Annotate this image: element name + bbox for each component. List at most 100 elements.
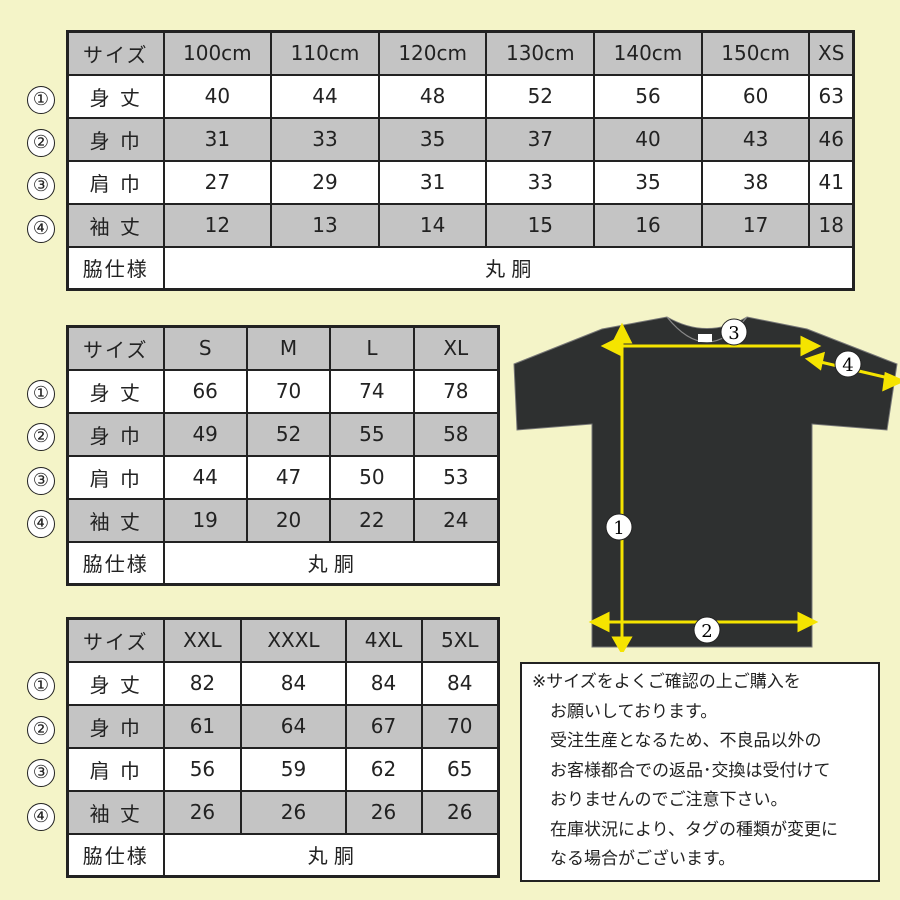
table-row: 身 丈 40 44 48 52 56 60 63: [66, 73, 855, 119]
cell-value: 53: [412, 454, 500, 500]
cell-value: 35: [593, 159, 703, 205]
row-marker: ②: [27, 423, 55, 451]
size-header: XS: [808, 30, 855, 76]
side-row: 脇仕様丸 胴: [66, 540, 500, 586]
tshirt-diagram: 1 2 3 4: [513, 316, 900, 652]
row-label: 肩 巾: [66, 746, 165, 792]
cell-value: 47: [245, 454, 332, 500]
cell-value: 66: [162, 368, 248, 414]
header-row: サイズ XXL XXXL 4XL 5XL: [66, 617, 500, 663]
cell-value: 48: [377, 73, 488, 119]
table-row: 肩 巾 56 59 62 65: [66, 746, 500, 792]
cell-value: 31: [377, 159, 488, 205]
size-header: S: [162, 325, 248, 371]
cell-value: 63: [808, 73, 855, 119]
row-label: 身 巾: [66, 703, 165, 749]
header-label: サイズ: [66, 617, 165, 663]
marker-4: 4: [842, 355, 853, 376]
cell-value: 26: [240, 789, 347, 835]
cell-value: 44: [270, 73, 380, 119]
cell-value: 84: [420, 660, 500, 706]
cell-value: 46: [808, 116, 855, 162]
table-row: 袖 丈 26 26 26 26: [66, 789, 500, 835]
cell-value: 49: [162, 411, 248, 457]
table-row: 袖 丈 12 13 14 15 16 17 18: [66, 202, 855, 248]
row-marker: ②: [27, 716, 55, 744]
cell-value: 58: [412, 411, 500, 457]
header-row: サイズ S M L XL: [66, 325, 500, 371]
notice-line: ※サイズをよくご確認の上ご購入を: [532, 672, 801, 692]
header-label: サイズ: [66, 30, 165, 76]
cell-value: 64: [240, 703, 347, 749]
cell-value: 19: [162, 497, 248, 543]
notice-line: お願いしております。: [550, 701, 718, 722]
size-header: 100cm: [162, 30, 273, 76]
side-row: 脇仕様丸 胴: [66, 245, 855, 291]
cell-value: 31: [162, 116, 273, 162]
cell-value: 59: [240, 746, 347, 792]
size-header: XXL: [162, 617, 243, 663]
cell-value: 44: [162, 454, 248, 500]
marker-2: 2: [701, 621, 712, 642]
row-label: 身 丈: [66, 368, 165, 414]
row-label: 身 丈: [66, 73, 165, 119]
row-label: 身 巾: [66, 116, 165, 162]
side-label: 脇仕様: [66, 832, 165, 878]
side-label: 脇仕様: [66, 540, 165, 586]
row-marker: ④: [27, 803, 55, 831]
cell-value: 55: [329, 411, 415, 457]
size-header: L: [329, 325, 415, 371]
row-marker: ③: [27, 467, 55, 495]
side-label: 脇仕様: [66, 245, 165, 291]
row-label: 袖 丈: [66, 497, 165, 543]
size-header: 130cm: [485, 30, 596, 76]
table-row: 肩 巾 27 29 31 33 35 38 41: [66, 159, 855, 205]
cell-value: 70: [245, 368, 332, 414]
row-label: 袖 丈: [66, 789, 165, 835]
cell-value: 84: [344, 660, 423, 706]
cell-value: 33: [485, 159, 596, 205]
cell-value: 52: [485, 73, 596, 119]
cell-value: 29: [270, 159, 380, 205]
cell-value: 82: [162, 660, 243, 706]
cell-value: 78: [412, 368, 500, 414]
cell-value: 17: [700, 202, 811, 248]
cell-value: 67: [344, 703, 423, 749]
size-table-kids: サイズ 100cm 110cm 120cm 130cm 140cm 150cm XS 身 丈 40…: [66, 30, 855, 291]
table-row: 身 丈 66 70 74 78: [66, 368, 500, 414]
cell-value: 20: [245, 497, 332, 543]
row-marker: ③: [27, 759, 55, 787]
cell-value: 13: [270, 202, 380, 248]
cell-value: 12: [162, 202, 273, 248]
table-row: 袖 丈 19 20 22 24: [66, 497, 500, 543]
cell-value: 70: [420, 703, 500, 749]
cell-value: 18: [808, 202, 855, 248]
cell-value: 15: [485, 202, 596, 248]
size-table-standard: サイズ S M L XL 身 丈 66 70 74 78 身 巾 49 52 55 58 肩 巾 44 47 50 5…: [66, 325, 500, 586]
cell-value: 16: [593, 202, 703, 248]
cell-value: 35: [377, 116, 488, 162]
cell-value: 60: [700, 73, 811, 119]
cell-value: 14: [377, 202, 488, 248]
size-table-large: サイズ XXL XXXL 4XL 5XL 身 丈 82 84 84 84 身 巾 61 64 67 70 肩 …: [66, 617, 500, 878]
notice-line: 受注生産となるため、不良品以外の: [550, 731, 822, 751]
table-row: 身 巾 49 52 55 58: [66, 411, 500, 457]
size-header: XL: [412, 325, 500, 371]
row-marker: ①: [27, 672, 55, 700]
row-label: 袖 丈: [66, 202, 165, 248]
cell-value: 40: [162, 73, 273, 119]
cell-value: 26: [162, 789, 243, 835]
tag-icon: [698, 334, 712, 342]
cell-value: 40: [593, 116, 703, 162]
size-header: 110cm: [270, 30, 380, 76]
cell-value: 24: [412, 497, 500, 543]
notice-line: 在庫状況により、タグの種類が変更に: [550, 819, 838, 840]
size-header: 5XL: [420, 617, 500, 663]
table-row: 身 丈 82 84 84 84: [66, 660, 500, 706]
row-marker: ④: [27, 215, 55, 243]
size-header: XXXL: [240, 617, 347, 663]
table-row: 身 巾 31 33 35 37 40 43 46: [66, 116, 855, 162]
cell-value: 52: [245, 411, 332, 457]
cell-value: 74: [329, 368, 415, 414]
size-header: 140cm: [593, 30, 703, 76]
